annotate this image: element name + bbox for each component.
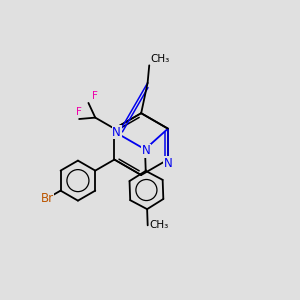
Text: N: N — [142, 144, 151, 157]
Text: CH₃: CH₃ — [149, 220, 168, 230]
Text: CH₃: CH₃ — [151, 54, 170, 64]
Text: N: N — [164, 157, 172, 169]
Text: N: N — [112, 126, 121, 139]
Text: F: F — [76, 107, 82, 117]
Text: Br: Br — [41, 192, 54, 205]
Text: F: F — [92, 91, 98, 101]
